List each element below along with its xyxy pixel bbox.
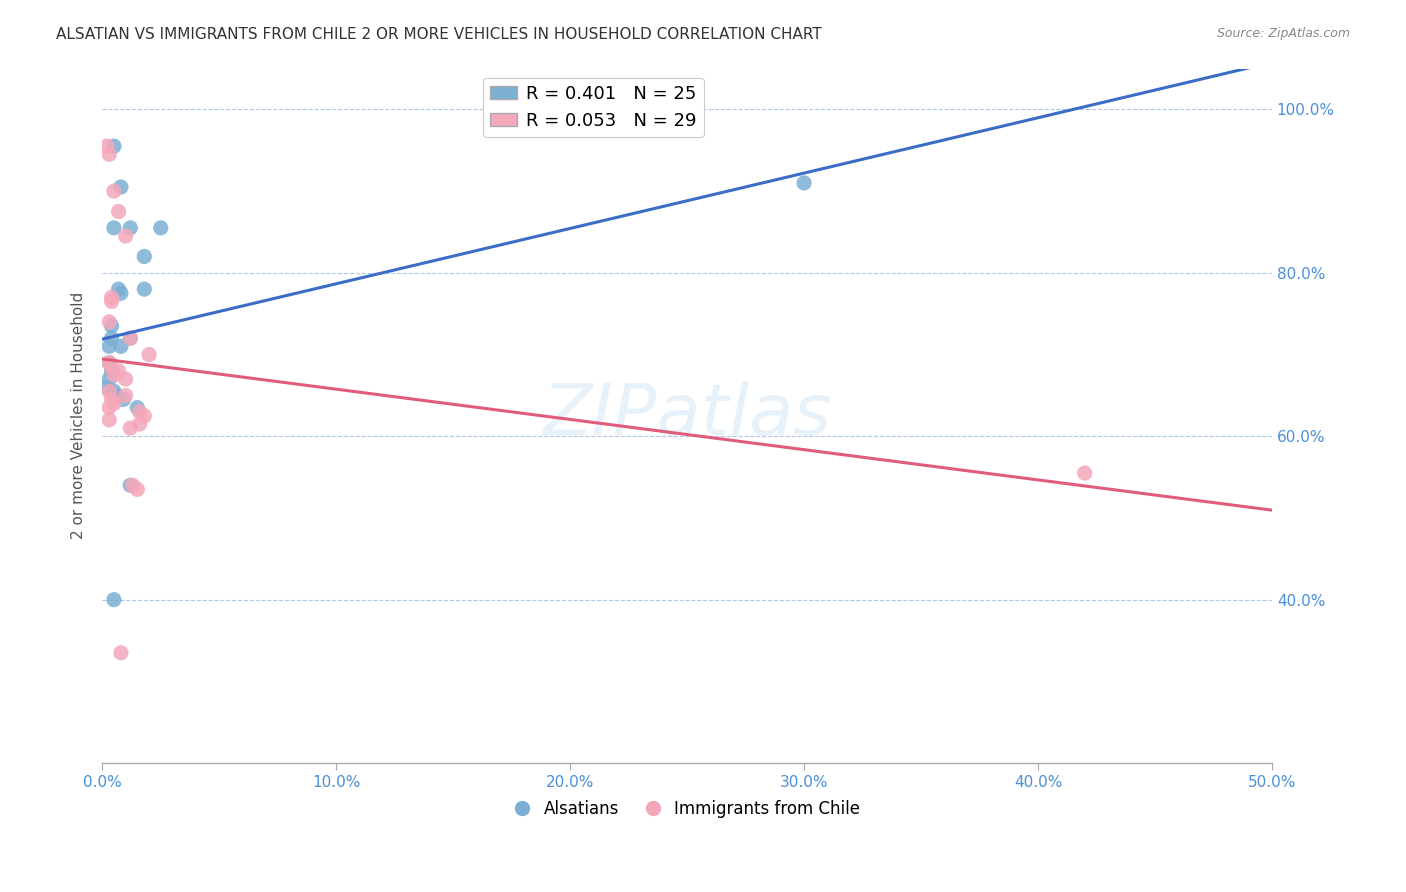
Point	[107, 204, 129, 219]
Point	[120, 331, 142, 345]
Point	[134, 250, 156, 264]
Point	[98, 401, 121, 415]
Point	[105, 388, 128, 402]
Point	[127, 401, 149, 415]
Point	[120, 220, 142, 235]
Point	[128, 405, 150, 419]
Point	[100, 364, 122, 378]
Point	[127, 483, 149, 497]
Point	[138, 347, 160, 361]
Point	[107, 282, 129, 296]
Point	[103, 368, 125, 382]
Point	[110, 646, 132, 660]
Point	[96, 380, 118, 394]
Point	[793, 176, 815, 190]
Point	[98, 356, 121, 370]
Point	[134, 282, 156, 296]
Point	[134, 409, 156, 423]
Point	[98, 147, 121, 161]
Point	[100, 392, 122, 407]
Point	[110, 339, 132, 353]
Point	[98, 356, 121, 370]
Point	[100, 331, 122, 345]
Point	[120, 421, 142, 435]
Point	[121, 478, 143, 492]
Point	[1074, 466, 1097, 480]
Point	[100, 318, 122, 333]
Point	[110, 286, 132, 301]
Point	[100, 294, 122, 309]
Point	[114, 229, 136, 244]
Point	[98, 372, 121, 386]
Point	[120, 331, 142, 345]
Point	[98, 339, 121, 353]
Legend: Alsatians, Immigrants from Chile: Alsatians, Immigrants from Chile	[508, 793, 868, 824]
Point	[112, 392, 135, 407]
Point	[103, 384, 125, 399]
Point	[114, 388, 136, 402]
Point	[100, 359, 122, 374]
Point	[103, 592, 125, 607]
Point	[128, 417, 150, 431]
Point	[103, 396, 125, 410]
Point	[100, 290, 122, 304]
Point	[98, 384, 121, 399]
Point	[107, 364, 129, 378]
Y-axis label: 2 or more Vehicles in Household: 2 or more Vehicles in Household	[72, 293, 86, 540]
Point	[96, 139, 118, 153]
Text: ZIPatlas: ZIPatlas	[543, 381, 831, 450]
Point	[120, 478, 142, 492]
Point	[114, 372, 136, 386]
Point	[103, 220, 125, 235]
Point	[110, 180, 132, 194]
Point	[103, 184, 125, 198]
Point	[149, 220, 172, 235]
Point	[98, 413, 121, 427]
Point	[98, 315, 121, 329]
Text: ALSATIAN VS IMMIGRANTS FROM CHILE 2 OR MORE VEHICLES IN HOUSEHOLD CORRELATION CH: ALSATIAN VS IMMIGRANTS FROM CHILE 2 OR M…	[56, 27, 823, 42]
Text: Source: ZipAtlas.com: Source: ZipAtlas.com	[1216, 27, 1350, 40]
Point	[103, 139, 125, 153]
